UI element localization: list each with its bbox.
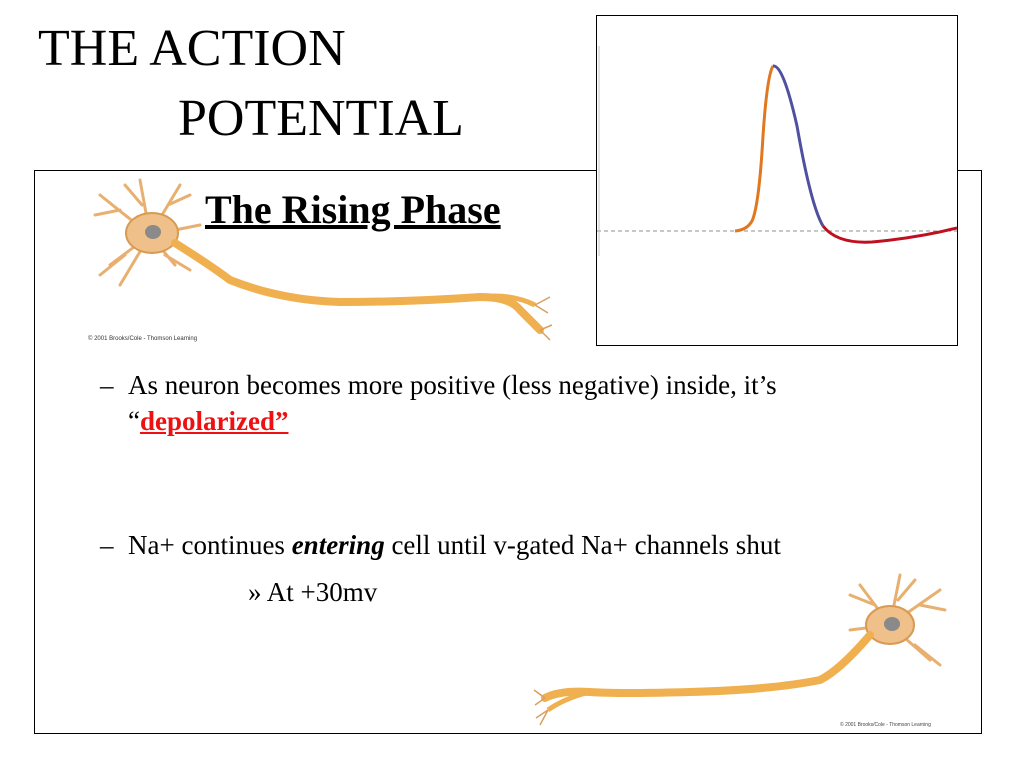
copyright-notice: © 2001 Brooks/Cole - Thomson Learning — [88, 336, 198, 342]
title-line-2: POTENTIAL — [178, 90, 464, 147]
neuron-illustration-bottom — [530, 570, 960, 735]
slide-title: THE ACTION POTENTIAL — [38, 14, 464, 154]
neuron-illustration-top — [80, 175, 560, 350]
bullet-dash: – — [100, 370, 114, 400]
sub-bullet-text: At +30mv — [266, 577, 378, 607]
bullet-na-entering: – Na+ continues entering cell until v-gat… — [100, 527, 781, 563]
undershoot-curve — [821, 225, 957, 244]
sub-bullet-marker: » — [248, 577, 262, 607]
title-line-1: THE ACTION — [38, 20, 346, 77]
entering-term: entering — [291, 530, 385, 560]
quote-open: “ — [128, 406, 140, 436]
sub-bullet: » At +30mv — [248, 577, 377, 608]
bullet-dash: – — [100, 530, 114, 560]
depolarized-term: depolarized” — [139, 406, 289, 436]
bullet-text: As neuron becomes more positive (less ne… — [128, 370, 777, 400]
rising-phase-curve — [734, 65, 775, 233]
bullet-text-before: Na+ continues — [128, 530, 292, 560]
falling-phase-curve — [772, 64, 825, 227]
action-potential-graph — [596, 15, 958, 346]
content-frame — [34, 170, 982, 734]
slide-subtitle: The Rising Phase — [205, 187, 501, 232]
bullet-text-after: cell until v-gated Na+ channels shut — [384, 530, 781, 560]
copyright-notice-bottom: © 2001 Brooks/Cole - Thomson Learning — [840, 722, 931, 728]
bullet-depolarized: – As neuron becomes more positive (less n… — [100, 367, 970, 439]
